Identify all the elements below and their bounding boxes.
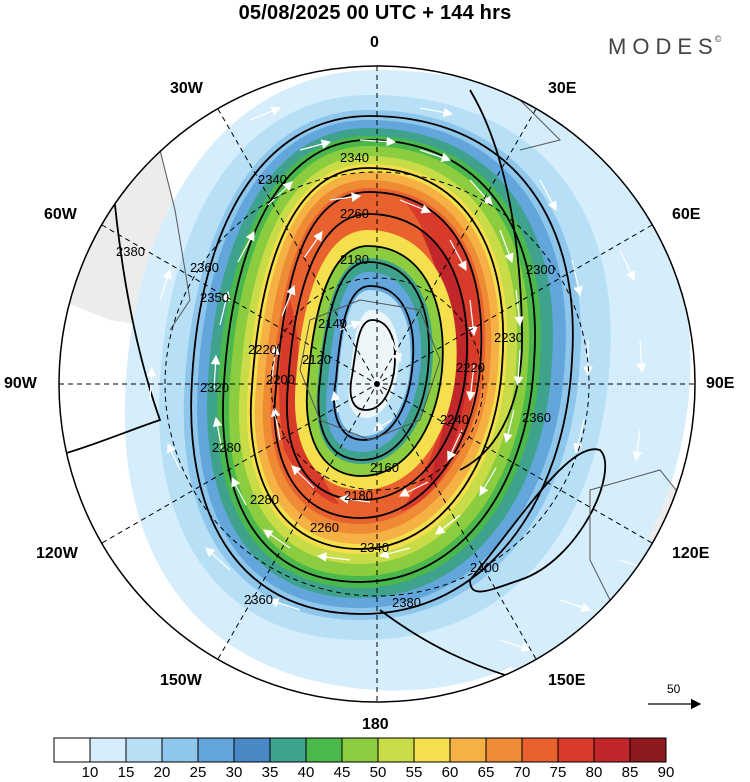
colorbar-tick: 45: [333, 764, 351, 781]
contour-label: 2300: [526, 262, 555, 277]
contour-label: 2260: [310, 520, 339, 535]
height-contours: [59, 89, 606, 691]
colorbar-tick: 65: [477, 764, 495, 781]
colorbar-tick: 60: [441, 764, 459, 781]
lon-label-120w: 120W: [36, 545, 78, 562]
contour-label: 2350: [200, 290, 229, 305]
contour-label: 2340: [258, 172, 287, 187]
brand-logo: MODES©: [608, 34, 725, 60]
colorbar-tick: 75: [549, 764, 567, 781]
colorbar-swatch: [557, 737, 595, 763]
contour-2380-east: [459, 89, 523, 471]
colorbar-swatch: [269, 737, 307, 763]
colorbar-tick: 25: [189, 764, 207, 781]
contour-label: 2230: [494, 330, 523, 345]
colorbar-tick: 40: [297, 764, 315, 781]
map-boundary: [58, 65, 696, 703]
colorbar-tick: 10: [81, 764, 99, 781]
contour-label: 2360: [190, 260, 219, 275]
lon-label-30e: 30E: [548, 80, 577, 97]
colorbar-swatch: [125, 737, 163, 763]
colorbar-tick: 70: [513, 764, 531, 781]
contour-2300: [249, 167, 504, 550]
contour-label: 2340: [360, 540, 389, 555]
colorbar-tick: 55: [405, 764, 423, 781]
colorbar-tick: 20: [153, 764, 171, 781]
lon-label-90e: 90E: [706, 375, 735, 392]
contour-label: 2180: [344, 488, 373, 503]
colorbar-tick: 15: [117, 764, 135, 781]
lon-label-150w: 150W: [160, 672, 202, 689]
colorbar-swatch: [161, 737, 199, 763]
contour-label: 2200: [266, 372, 295, 387]
contour-2180: [305, 245, 444, 477]
colorbar-swatch: [305, 737, 343, 763]
colorbar-swatch: [53, 737, 91, 763]
contour-2140: [333, 285, 415, 441]
south-pole-marker: [374, 381, 380, 387]
contour-label: 2400: [470, 560, 499, 575]
colorbar-swatch: [377, 737, 415, 763]
colorbar-swatch: [593, 737, 631, 763]
contour-2360: [190, 115, 574, 615]
contour-label: 2220: [248, 342, 277, 357]
lon-label-180: 180: [362, 716, 389, 733]
colorbar-swatch: [413, 737, 451, 763]
contour-2380-west: [59, 149, 162, 456]
contour-2160: [317, 261, 430, 461]
lon-label-150e: 150E: [548, 672, 586, 689]
contour-label: 2160: [370, 460, 399, 475]
colorbar-swatch: [197, 737, 235, 763]
contour-label: 2180: [340, 252, 369, 267]
contour-label: 2360: [522, 410, 551, 425]
lon-label-120e: 120E: [672, 545, 710, 562]
contour-label: 2380: [392, 595, 421, 610]
colorbar-swatch: [521, 737, 559, 763]
colorbar-tick: 35: [261, 764, 279, 781]
map-title: 05/08/2025 00 UTC + 144 hrs: [238, 2, 512, 24]
colorbar-tick: 80: [585, 764, 603, 781]
colorbar-swatch: [89, 737, 127, 763]
colorbar-swatch: [485, 737, 523, 763]
colorbar-swatch: [233, 737, 271, 763]
lon-label-60e: 60E: [672, 206, 701, 223]
contour-label: 2340: [340, 150, 369, 165]
contour-label: 2360: [244, 592, 273, 607]
contour-label: 2380: [116, 244, 145, 259]
lon-label-30w: 30W: [170, 80, 203, 97]
lon-label-90w: 90W: [4, 375, 37, 392]
colorbar-swatch: [449, 737, 487, 763]
band-10-core: [348, 310, 399, 418]
contour-label: 2280: [250, 492, 279, 507]
contour-2400: [469, 448, 606, 593]
brand-mark: ©: [714, 33, 722, 44]
colorbar: [53, 737, 667, 763]
reference-vector-label: 50: [667, 682, 681, 696]
colorbar-swatch: [629, 737, 667, 763]
contour-label: 2220: [456, 360, 485, 375]
contour-label: 2240: [440, 412, 469, 427]
contour-2340: [222, 139, 536, 583]
colorbar-swatch: [341, 737, 379, 763]
contour-label: 2280: [212, 440, 241, 455]
brand-name: MODES: [608, 34, 719, 59]
colorbar-tick: 90: [657, 764, 675, 781]
colorbar-tick: 85: [621, 764, 639, 781]
lon-label-0: 0: [370, 34, 379, 51]
contour-2220: [286, 213, 468, 501]
contour-label: 2120: [302, 352, 331, 367]
contour-label: 2260: [340, 206, 369, 221]
lon-label-60w: 60W: [44, 206, 77, 223]
colorbar-tick: 50: [369, 764, 387, 781]
colorbar-tick: 30: [225, 764, 243, 781]
band-85-east: [420, 230, 469, 488]
contour-label: 2140: [318, 316, 347, 331]
contour-label: 2320: [200, 380, 229, 395]
